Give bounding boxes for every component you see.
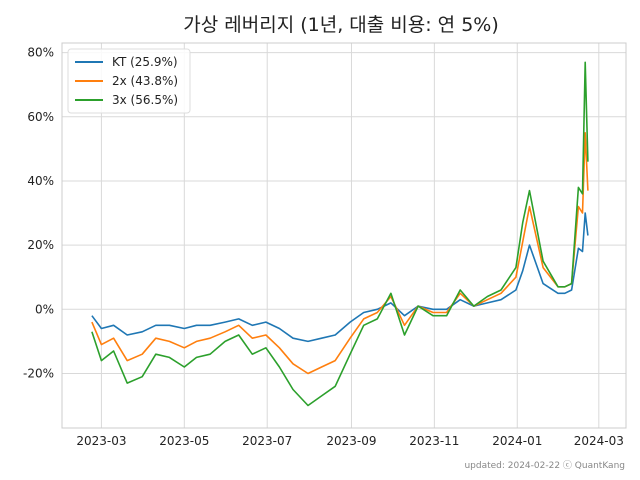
tick-label-layer: -20% 0% 20% 40% 60% 80% 2023-03 2023-05 2023-07 2… [23, 46, 624, 448]
x-tick-label: 2024-03 [574, 434, 624, 448]
x-tick-label: 2023-03 [76, 434, 126, 448]
x-tick-label: 2023-05 [159, 434, 209, 448]
chart-title: 가상 레버리지 (1년, 대출 비용: 연 5%) [183, 14, 499, 36]
x-tick-label: 2023-11 [409, 434, 459, 448]
legend: KT (25.9%) 2x (43.8%) 3x (56.5%) [67, 48, 191, 114]
y-tick-label: 60% [27, 110, 54, 124]
y-tick-label: 40% [27, 174, 54, 188]
x-tick-label: 2024-01 [492, 434, 542, 448]
series-line [91, 61, 589, 407]
plot-frame [61, 42, 627, 429]
y-tick-label: 0% [35, 302, 54, 316]
series-line [91, 212, 589, 343]
legend-label: KT (25.9%) [112, 55, 178, 69]
y-tick-label: 20% [27, 238, 54, 252]
series-layer [91, 61, 589, 407]
footer-note: updated: 2024-02-22 ⓒ QuantKang [464, 460, 625, 471]
series-line [91, 132, 589, 375]
legend-label: 2x (43.8%) [112, 74, 178, 88]
legend-box [67, 48, 191, 114]
y-tick-label: -20% [23, 366, 54, 380]
x-tick-label: 2023-07 [242, 434, 292, 448]
y-tick-label: 80% [27, 46, 54, 60]
legend-label: 3x (56.5%) [112, 93, 178, 107]
x-tick-label: 2023-09 [326, 434, 376, 448]
